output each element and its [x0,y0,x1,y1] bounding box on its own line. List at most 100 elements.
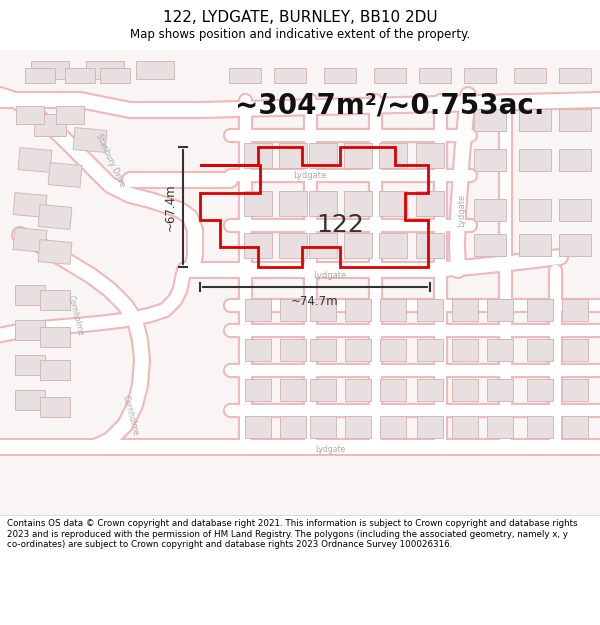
Bar [519,234,551,256]
Bar [73,127,107,152]
Text: ~67.4m: ~67.4m [164,183,177,231]
Bar [345,299,371,321]
Bar [40,327,70,347]
Bar [15,285,45,305]
Bar [380,416,406,438]
Bar [344,232,372,258]
Bar [309,142,337,168]
Bar [519,199,551,221]
Bar [309,232,337,258]
Bar [379,191,407,216]
Bar [416,232,444,258]
Bar [559,68,591,82]
Text: Cornholme: Cornholme [65,294,85,336]
Bar [279,142,307,168]
Bar [38,204,72,229]
Bar [40,290,70,310]
Bar [380,299,406,321]
Bar [244,232,272,258]
Text: Stanbury Drive: Stanbury Drive [94,132,127,188]
Bar [245,379,271,401]
Bar [559,149,591,171]
Bar [13,192,47,218]
Bar [559,199,591,221]
Bar [416,142,444,168]
Bar [562,416,588,438]
Bar [514,68,546,82]
Bar [379,142,407,168]
Text: ~3047m²/~0.753ac.: ~3047m²/~0.753ac. [235,91,545,119]
Bar [379,232,407,258]
Text: Lydgate: Lydgate [293,171,326,179]
Bar [34,114,66,136]
Bar [380,339,406,361]
Bar [86,61,124,79]
Bar [344,142,372,168]
Bar [229,68,261,82]
Bar [519,109,551,131]
Bar [345,339,371,361]
Bar [474,149,506,171]
Bar [310,299,336,321]
Bar [380,379,406,401]
Bar [48,162,82,188]
Bar [310,416,336,438]
Bar [31,61,69,79]
Bar [25,68,55,82]
Bar [279,232,307,258]
Bar [464,68,496,82]
Text: 122: 122 [316,213,364,237]
Bar [416,191,444,216]
Bar [245,339,271,361]
Bar [474,109,506,131]
Bar [562,299,588,321]
Bar [56,106,84,124]
Text: Lydgate: Lydgate [315,446,345,454]
Bar [244,191,272,216]
Bar [519,149,551,171]
Text: Lydgate: Lydgate [458,193,467,227]
Bar [245,416,271,438]
Bar [100,68,130,82]
Bar [452,379,478,401]
Text: Lydgate: Lydgate [313,271,347,279]
Text: Cornholme: Cornholme [120,394,140,436]
Bar [245,299,271,321]
Bar [279,191,307,216]
Bar [15,390,45,410]
Bar [15,355,45,375]
Bar [280,299,306,321]
Bar [38,239,72,264]
Bar [417,379,443,401]
Bar [310,339,336,361]
Bar [40,360,70,380]
Bar [562,379,588,401]
Bar [280,416,306,438]
Bar [345,379,371,401]
Bar [474,199,506,221]
Bar [487,379,513,401]
Bar [274,68,306,82]
Bar [474,234,506,256]
Bar [40,397,70,417]
Bar [527,379,553,401]
Bar [18,148,52,173]
Bar [452,416,478,438]
Bar [13,228,47,253]
Text: Map shows position and indicative extent of the property.: Map shows position and indicative extent… [130,28,470,41]
Bar [527,299,553,321]
Bar [487,299,513,321]
Bar [280,379,306,401]
Bar [487,416,513,438]
Bar [452,299,478,321]
Bar [559,109,591,131]
Text: 122, LYDGATE, BURNLEY, BB10 2DU: 122, LYDGATE, BURNLEY, BB10 2DU [163,10,437,25]
Bar [419,68,451,82]
Text: Contains OS data © Crown copyright and database right 2021. This information is : Contains OS data © Crown copyright and d… [7,519,578,549]
Bar [374,68,406,82]
Bar [16,106,44,124]
Bar [244,142,272,168]
Text: ~74.7m: ~74.7m [291,295,339,308]
Bar [417,416,443,438]
Bar [324,68,356,82]
